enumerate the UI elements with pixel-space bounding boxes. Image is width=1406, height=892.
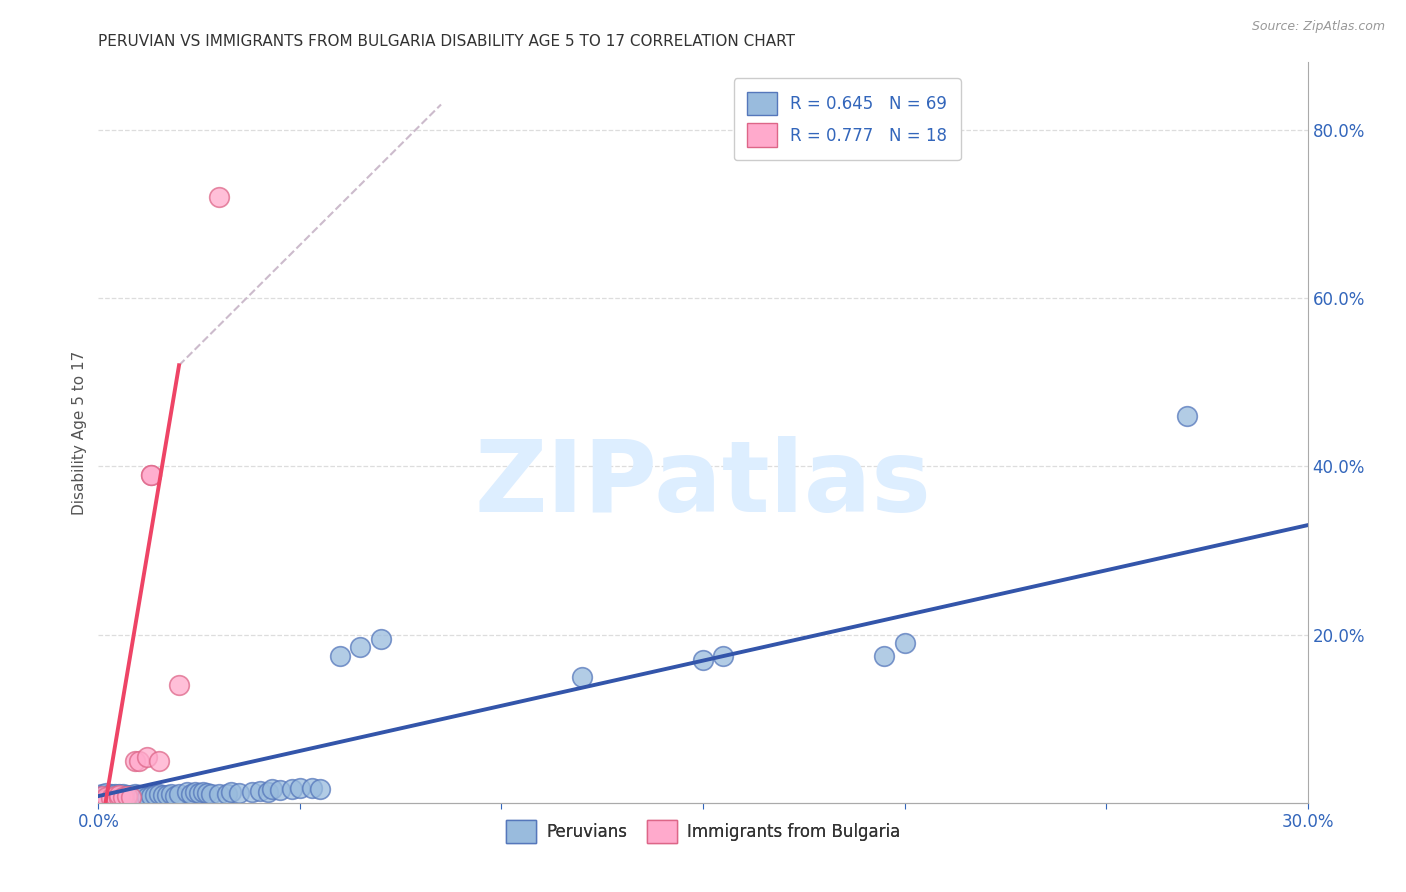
Text: PERUVIAN VS IMMIGRANTS FROM BULGARIA DISABILITY AGE 5 TO 17 CORRELATION CHART: PERUVIAN VS IMMIGRANTS FROM BULGARIA DIS… <box>98 34 796 49</box>
Point <box>103 791 125 805</box>
Point <box>571 670 593 684</box>
Point <box>96 786 118 800</box>
Point <box>208 788 231 802</box>
Point <box>115 790 138 805</box>
Point <box>115 789 138 803</box>
Point <box>148 754 170 768</box>
Point <box>370 632 392 646</box>
Point <box>195 786 218 800</box>
Point <box>103 789 125 803</box>
Point <box>156 789 179 803</box>
Point <box>124 788 146 802</box>
Point <box>107 789 129 803</box>
Point <box>107 791 129 805</box>
Point <box>256 785 278 799</box>
Point <box>91 789 114 803</box>
Point <box>200 787 222 801</box>
Point <box>100 789 122 804</box>
Point <box>91 791 114 805</box>
Point <box>1175 409 1198 423</box>
Text: Source: ZipAtlas.com: Source: ZipAtlas.com <box>1251 20 1385 33</box>
Point <box>221 785 243 799</box>
Point <box>100 791 122 805</box>
Point <box>128 790 150 805</box>
Point <box>103 789 125 804</box>
Point <box>193 785 215 799</box>
Point <box>128 754 150 768</box>
Point <box>128 789 150 803</box>
Point <box>139 467 162 482</box>
Text: ZIPatlas: ZIPatlas <box>475 436 931 533</box>
Point <box>111 791 134 805</box>
Point <box>96 791 118 805</box>
Point <box>249 784 271 798</box>
Point <box>139 789 162 803</box>
Point <box>281 782 304 797</box>
Point <box>240 785 263 799</box>
Point <box>103 789 125 803</box>
Point <box>711 648 734 663</box>
Point <box>692 653 714 667</box>
Point <box>107 789 129 804</box>
Y-axis label: Disability Age 5 to 17: Disability Age 5 to 17 <box>72 351 87 515</box>
Point <box>167 678 190 692</box>
Legend: Peruvians, Immigrants from Bulgaria: Peruvians, Immigrants from Bulgaria <box>499 814 907 850</box>
Point <box>120 789 142 803</box>
Point <box>111 789 134 804</box>
Point <box>329 648 352 663</box>
Point <box>111 789 134 803</box>
Point <box>176 785 198 799</box>
Point <box>96 789 118 803</box>
Point <box>107 787 129 801</box>
Point <box>107 789 129 803</box>
Point <box>135 749 157 764</box>
Point <box>111 788 134 802</box>
Point <box>96 789 118 804</box>
Point <box>103 791 125 805</box>
Point <box>260 782 283 797</box>
Point <box>180 787 202 801</box>
Point <box>139 467 162 482</box>
Point <box>188 786 211 800</box>
Point <box>152 789 174 803</box>
Point <box>120 790 142 805</box>
Point <box>124 789 146 804</box>
Point <box>309 782 332 797</box>
Point <box>217 787 239 801</box>
Point <box>91 791 114 805</box>
Point <box>893 636 915 650</box>
Point <box>91 788 114 802</box>
Point <box>107 790 129 805</box>
Point <box>100 789 122 803</box>
Point <box>135 789 157 804</box>
Point <box>301 781 323 796</box>
Point <box>132 789 155 803</box>
Point <box>100 790 122 805</box>
Point <box>184 785 207 799</box>
Point <box>148 788 170 802</box>
Point <box>228 786 250 800</box>
Point <box>124 754 146 768</box>
Point <box>208 190 231 204</box>
Point <box>100 787 122 801</box>
Point <box>91 789 114 803</box>
Point <box>143 789 166 803</box>
Point <box>96 791 118 805</box>
Point <box>873 648 896 663</box>
Point <box>160 788 183 802</box>
Point <box>96 789 118 804</box>
Point <box>163 789 186 803</box>
Point <box>349 640 371 655</box>
Point <box>103 787 125 801</box>
Point <box>269 783 291 797</box>
Point <box>115 789 138 803</box>
Point <box>288 781 311 796</box>
Point <box>167 788 190 802</box>
Point <box>120 789 142 804</box>
